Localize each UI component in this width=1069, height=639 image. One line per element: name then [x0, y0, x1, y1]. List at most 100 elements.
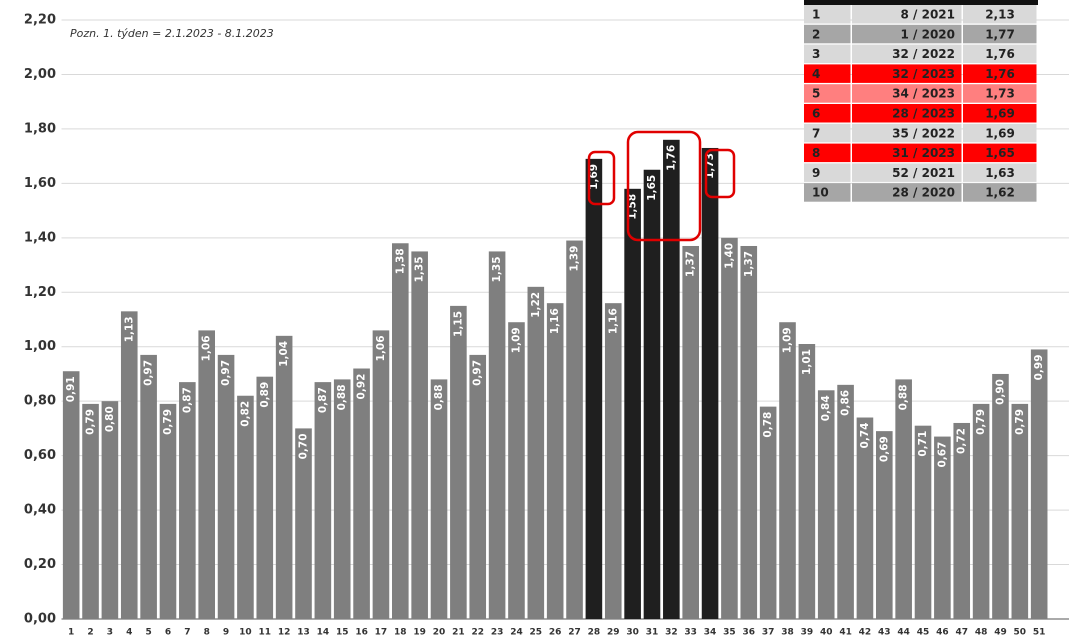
table-cell — [852, 104, 962, 123]
table-cell — [852, 183, 962, 202]
value-label: 0,87 — [317, 387, 329, 413]
table-cell-text: 34 / 2023 — [892, 87, 955, 101]
y-tick-label: 0,00 — [24, 612, 56, 627]
y-tick-label: 1,00 — [24, 339, 56, 354]
table-cell — [804, 64, 851, 83]
value-label: 0,97 — [472, 360, 484, 386]
table-cell — [963, 24, 1037, 44]
value-label: 0,80 — [104, 406, 116, 432]
value-label: 0,97 — [220, 360, 232, 386]
bar — [353, 368, 370, 619]
bar — [701, 147, 719, 619]
bar — [101, 401, 119, 619]
value-label: 1,04 — [278, 341, 290, 367]
x-tick-label: 25 — [530, 628, 543, 638]
value-label: 0,71 — [917, 431, 929, 457]
value-label: 0,74 — [859, 423, 871, 449]
table-cell — [852, 24, 962, 44]
x-tick-label: 50 — [1014, 628, 1027, 638]
value-label: 0,78 — [762, 412, 774, 438]
y-tick-label: 0,20 — [24, 557, 56, 572]
x-tick-label: 38 — [781, 628, 794, 638]
value-label: 1,22 — [530, 292, 542, 318]
x-tick-label: 27 — [568, 628, 581, 638]
bar — [934, 436, 951, 619]
bar — [643, 169, 661, 619]
table-cell — [852, 123, 962, 143]
value-label: 1,15 — [452, 311, 464, 337]
table-cell-text: 28 / 2023 — [892, 107, 955, 121]
x-tick-label: 48 — [975, 628, 988, 638]
bar — [992, 373, 1009, 619]
bar — [488, 251, 506, 619]
table-cell-text: 1,73 — [985, 87, 1015, 101]
value-label: 0,86 — [840, 390, 852, 416]
value-label: 0,79 — [975, 409, 987, 435]
table-cell — [963, 163, 1037, 182]
table-cell-text: 1,69 — [985, 107, 1015, 121]
bar — [837, 384, 854, 619]
x-tick-label: 43 — [878, 628, 891, 638]
bar — [372, 330, 390, 619]
table-cell-text: 1 / 2020 — [901, 27, 956, 41]
y-tick-label: 0,40 — [24, 503, 56, 518]
bar — [392, 243, 409, 619]
table-cell-text: 1,76 — [985, 47, 1015, 61]
value-label: 0,99 — [1033, 354, 1045, 380]
bar — [527, 286, 545, 619]
table-cell-text: 5 — [812, 87, 820, 101]
bar — [62, 371, 80, 619]
table-cell-text: 7 — [812, 126, 820, 140]
table-cell-text: 1,62 — [985, 186, 1015, 200]
bar — [314, 382, 332, 619]
table-cell-text: 52 / 2021 — [892, 166, 955, 180]
table-cell-text: 28 / 2020 — [892, 186, 955, 200]
value-label: 1,39 — [569, 246, 581, 272]
table-cell-text: 8 / 2021 — [901, 8, 956, 22]
x-tick-label: 3 — [107, 628, 113, 638]
x-tick-label: 21 — [452, 628, 465, 638]
x-tick-label: 5 — [145, 628, 151, 638]
bar — [198, 330, 215, 619]
table-cell-text: 1 — [812, 8, 820, 22]
value-label: 0,79 — [1014, 409, 1026, 435]
value-label: 1,01 — [801, 349, 813, 375]
table-cell-text: 31 / 2023 — [892, 146, 955, 160]
table-cell-text: 1,77 — [985, 27, 1015, 41]
x-tick-label: 26 — [549, 628, 562, 638]
y-tick-label: 0,60 — [24, 448, 56, 463]
value-label: 0,67 — [936, 442, 948, 468]
bar — [546, 303, 564, 619]
bar — [721, 237, 738, 619]
x-tick-label: 45 — [917, 628, 930, 638]
bar — [411, 251, 428, 619]
table-cell — [804, 123, 851, 143]
bar — [566, 240, 583, 620]
table-cell — [963, 143, 1037, 163]
table-cell — [852, 44, 962, 64]
bar — [895, 379, 912, 619]
table-cell — [963, 5, 1037, 24]
bar — [295, 428, 312, 619]
highlight-box — [587, 150, 616, 206]
x-tick-label: 44 — [897, 628, 910, 638]
x-tick-label: 18 — [394, 628, 407, 638]
bar — [759, 406, 777, 619]
x-tick-label: 13 — [297, 628, 310, 638]
x-tick-label: 4 — [126, 628, 132, 638]
table-cell — [852, 64, 962, 83]
x-tick-label: 16 — [355, 628, 368, 638]
value-label: 1,06 — [201, 335, 213, 361]
x-tick-label: 7 — [184, 628, 190, 638]
table-cell-text: 35 / 2022 — [892, 126, 955, 140]
x-tick-label: 8 — [204, 628, 210, 638]
bar — [1030, 349, 1048, 619]
table-cell-text: 6 — [812, 107, 820, 121]
bar — [1011, 403, 1029, 619]
table-cell — [804, 163, 851, 182]
bar — [682, 245, 699, 619]
table-cell — [852, 143, 962, 163]
y-tick-label: 2,20 — [24, 13, 56, 28]
bar — [430, 379, 448, 619]
y-tick-label: 1,20 — [24, 285, 56, 300]
